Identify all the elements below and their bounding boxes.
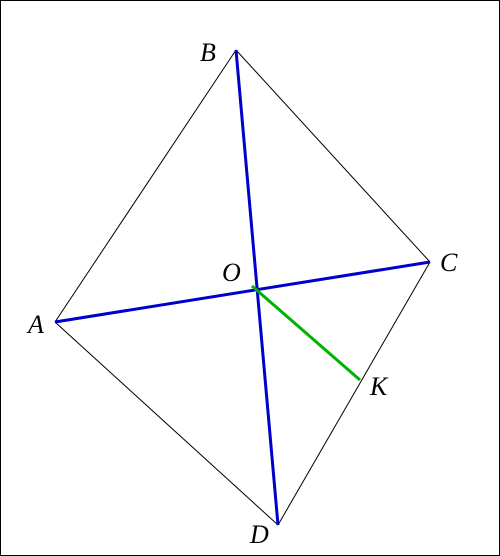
vertex-label-A: A (28, 310, 44, 340)
diagram-canvas (0, 0, 500, 556)
vertex-label-K: K (370, 372, 387, 402)
geometry-diagram: A B C D O K (0, 0, 500, 556)
vertex-label-B: B (200, 38, 216, 68)
vertex-label-O: O (222, 258, 241, 288)
vertex-label-D: D (250, 520, 269, 550)
vertex-label-C: C (440, 248, 457, 278)
